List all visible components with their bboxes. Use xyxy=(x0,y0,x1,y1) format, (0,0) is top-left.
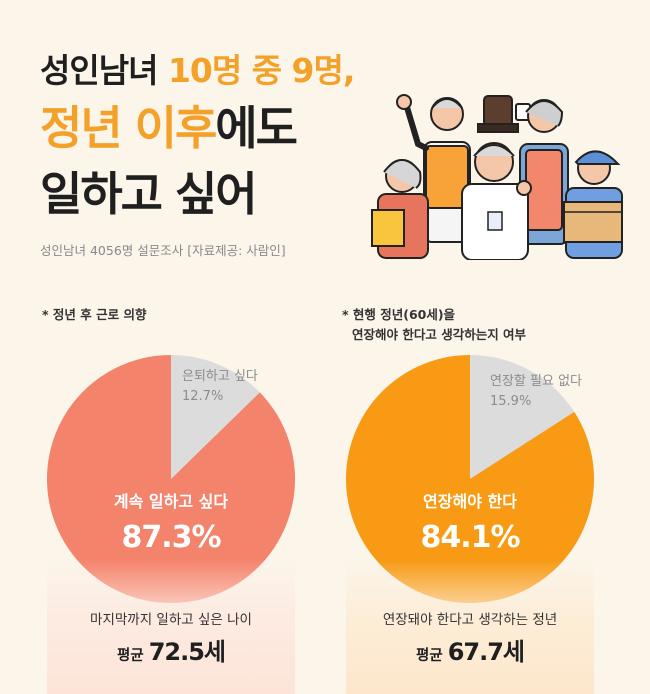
worker-woman-right xyxy=(519,99,569,245)
headline-line-1-b: 10명 중 9명, xyxy=(167,51,355,90)
worker-apron-man xyxy=(396,94,471,243)
right-pie-fade xyxy=(346,560,594,694)
headline-line-2-a: 정년 이후 xyxy=(40,101,217,155)
right-minor-label: 연장할 필요 없다 xyxy=(490,374,582,389)
right-pie-chart xyxy=(346,355,594,603)
left-major-label-box: 계속 일하고 싶다 87.3% xyxy=(47,488,295,555)
right-major-label-box: 연장해야 한다 84.1% xyxy=(346,488,594,555)
left-pie-chart xyxy=(47,355,295,603)
right-minor-value: 15.9% xyxy=(490,394,532,409)
left-minor-label: 은퇴하고 싶다 xyxy=(182,369,258,384)
right-chart-title: * 현행 정년(60세)을 연장해야 한다고 생각하는지 여부 xyxy=(342,305,526,345)
left-footer-value: 72.5세 xyxy=(148,638,226,666)
right-footer-question: 연장돼야 한다고 생각하는 정년 xyxy=(382,612,558,628)
left-minor-label-box: 은퇴하고 싶다 12.7% xyxy=(182,367,258,407)
headline-line-1: 성인남녀 10명 중 9명, xyxy=(40,44,355,92)
right-footer-value: 67.7세 xyxy=(447,638,525,666)
right-major-value: 84.1% xyxy=(420,520,520,555)
left-minor-value: 12.7% xyxy=(182,389,224,404)
worker-woman-left xyxy=(371,159,429,259)
right-footer-answer: 평균 67.7세 xyxy=(346,632,594,667)
right-footer-prefix: 평균 xyxy=(415,648,448,664)
left-pie-fade xyxy=(47,560,295,694)
left-pie-main-slice xyxy=(47,355,295,603)
source-caption: 성인남녀 4056명 설문조사 [자료제공: 사람인] xyxy=(40,243,286,258)
right-minor-label-box: 연장할 필요 없다 15.9% xyxy=(490,372,582,412)
worker-man-center xyxy=(461,142,532,260)
right-major-label: 연장해야 한다 xyxy=(423,492,517,511)
left-major-value: 87.3% xyxy=(121,520,221,555)
right-pie-main-slice xyxy=(346,355,594,603)
left-chart-title: * 정년 후 근로 의향 xyxy=(42,307,147,322)
right-chart-title-line-1: * 현행 정년(60세)을 xyxy=(342,307,456,322)
worker-man-right xyxy=(563,150,623,259)
headline-line-2: 정년 이후에도 xyxy=(40,92,298,158)
headline-line-3: 일하고 싶어 xyxy=(40,167,258,221)
left-footer-prefix: 평균 xyxy=(116,648,149,664)
left-footer-question: 마지막까지 일하고 싶은 나이 xyxy=(90,612,252,628)
headline-line-2-b: 에도 xyxy=(215,101,298,155)
senior-workers-illustration xyxy=(371,94,623,260)
coffee-machine-icon xyxy=(477,95,531,133)
left-footer-answer: 평균 72.5세 xyxy=(47,632,295,667)
left-major-label: 계속 일하고 싶다 xyxy=(113,492,229,511)
headline-line-1-a: 성인남녀 xyxy=(40,51,168,90)
right-chart-title-line-2: 연장해야 한다고 생각하는지 여부 xyxy=(352,327,527,342)
